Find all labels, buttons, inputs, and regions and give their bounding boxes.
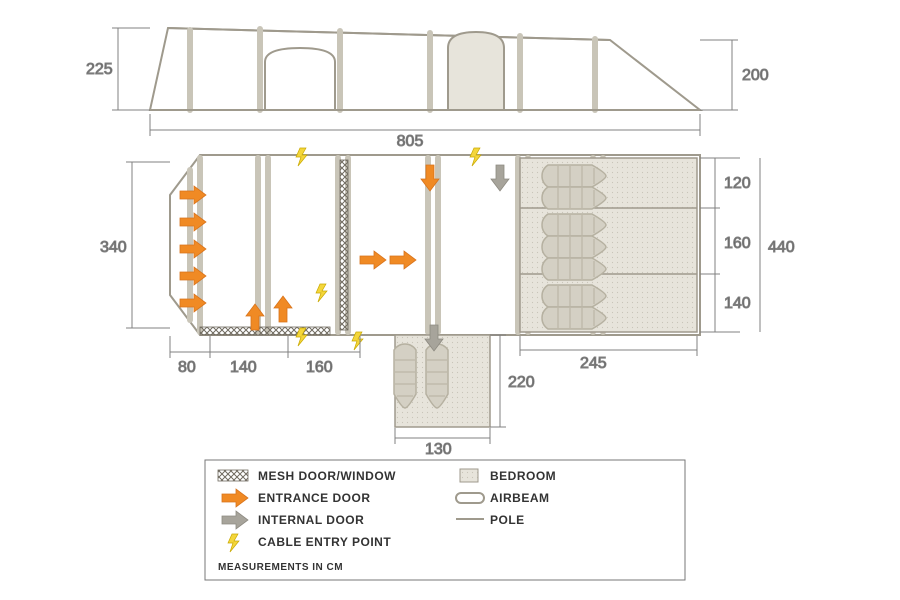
- svg-text:ENTRANCE DOOR: ENTRANCE DOOR: [258, 491, 371, 505]
- dim-200: 200: [742, 67, 769, 84]
- dim-160: 160: [724, 235, 751, 252]
- legend: MESH DOOR/WINDOW ENTRANCE DOOR INTERNAL …: [205, 460, 685, 580]
- svg-text:POLE: POLE: [490, 513, 525, 527]
- mesh-bottom: [200, 327, 330, 335]
- dim-340: 340: [100, 239, 127, 256]
- dim-140: 140: [724, 295, 751, 312]
- dim-b140: 140: [230, 359, 257, 376]
- plan-view: [170, 148, 700, 427]
- svg-text:MEASUREMENTS IN CM: MEASUREMENTS IN CM: [218, 562, 343, 573]
- svg-text:CABLE ENTRY POINT: CABLE ENTRY POINT: [258, 535, 391, 549]
- side-elevation: [150, 28, 700, 110]
- diagram-stage: 225 200 805: [0, 0, 900, 600]
- svg-text:INTERNAL DOOR: INTERNAL DOOR: [258, 513, 364, 527]
- dim-440: 440: [768, 239, 795, 256]
- dim-245: 245: [580, 355, 607, 372]
- dim-130: 130: [425, 441, 452, 458]
- dim-120: 120: [724, 175, 751, 192]
- dim-805: 805: [397, 133, 424, 150]
- svg-text:AIRBEAM: AIRBEAM: [490, 491, 550, 505]
- dim-225: 225: [86, 61, 113, 78]
- dim-b160: 160: [306, 359, 333, 376]
- svg-text:BEDROOM: BEDROOM: [490, 469, 556, 483]
- dim-80: 80: [178, 359, 196, 376]
- dim-220: 220: [508, 374, 535, 391]
- mesh-mid: [340, 160, 348, 330]
- diagram-svg: 225 200 805: [0, 0, 900, 600]
- svg-text:MESH DOOR/WINDOW: MESH DOOR/WINDOW: [258, 469, 396, 483]
